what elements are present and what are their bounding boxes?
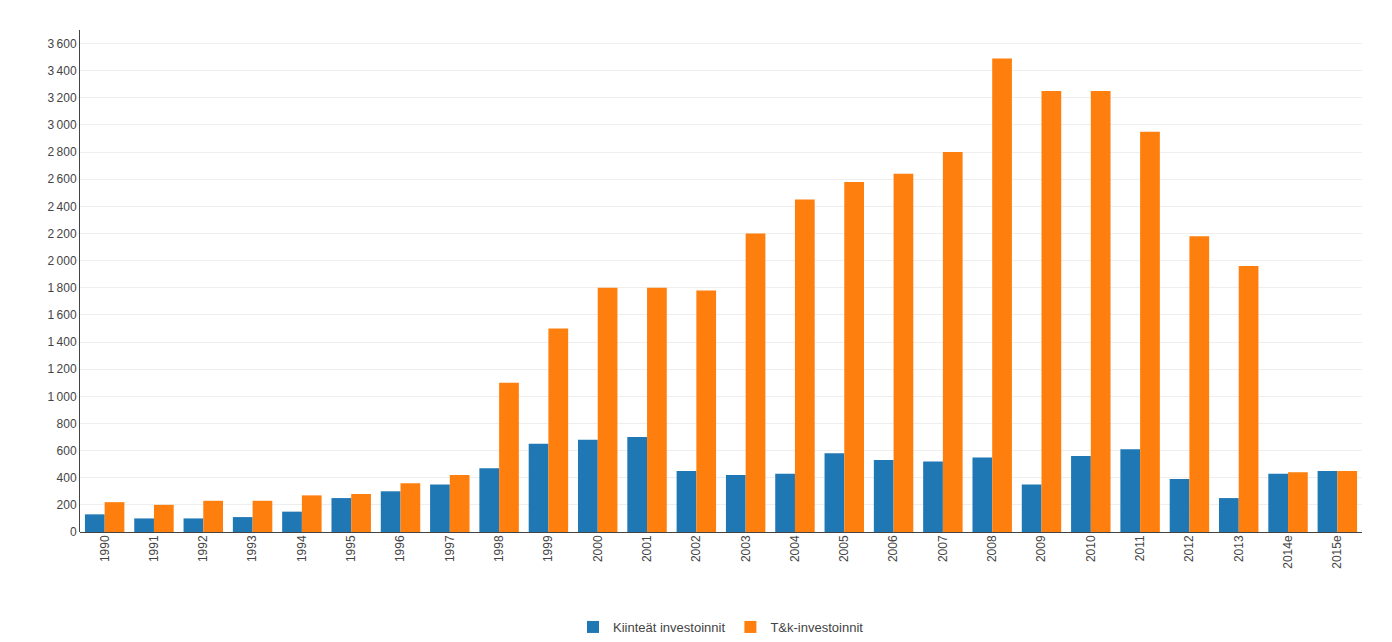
svg-text:1994: 1994	[295, 535, 309, 562]
svg-text:2003: 2003	[739, 535, 753, 562]
svg-text:1998: 1998	[492, 535, 506, 562]
svg-text:1 200: 1 200	[47, 362, 76, 376]
svg-text:1 600: 1 600	[47, 308, 76, 322]
svg-text:2005: 2005	[837, 535, 851, 562]
svg-text:600: 600	[57, 444, 77, 458]
svg-text:0: 0	[70, 525, 77, 539]
svg-text:3 400: 3 400	[47, 64, 76, 78]
svg-text:2004: 2004	[788, 535, 802, 562]
svg-text:3 600: 3 600	[47, 37, 76, 51]
svg-text:2012: 2012	[1182, 535, 1196, 562]
svg-text:2 600: 2 600	[47, 172, 76, 186]
svg-text:2 800: 2 800	[47, 145, 76, 159]
svg-text:2015e: 2015e	[1330, 535, 1344, 569]
svg-text:1 800: 1 800	[47, 281, 76, 295]
svg-text:2 200: 2 200	[47, 227, 76, 241]
svg-text:1992: 1992	[196, 535, 210, 562]
svg-text:200: 200	[57, 498, 77, 512]
svg-text:1999: 1999	[541, 535, 555, 562]
svg-text:800: 800	[57, 417, 77, 431]
svg-text:2002: 2002	[689, 535, 703, 562]
svg-text:2001: 2001	[640, 535, 654, 562]
svg-text:1996: 1996	[393, 535, 407, 562]
svg-text:T&k-investoinnit: T&k-investoinnit	[770, 620, 863, 635]
svg-text:2008: 2008	[985, 535, 999, 562]
svg-text:3 200: 3 200	[47, 91, 76, 105]
svg-text:2013: 2013	[1232, 535, 1246, 562]
svg-text:1 000: 1 000	[47, 390, 76, 404]
svg-text:1997: 1997	[443, 535, 457, 562]
svg-text:400: 400	[57, 471, 77, 485]
svg-text:1990: 1990	[98, 535, 112, 562]
svg-text:1 400: 1 400	[47, 335, 76, 349]
svg-text:1993: 1993	[245, 535, 259, 562]
svg-text:2 400: 2 400	[47, 200, 76, 214]
svg-text:2014e: 2014e	[1281, 535, 1295, 569]
svg-text:2000: 2000	[591, 535, 605, 562]
svg-text:Kiinteät investoinnit: Kiinteät investoinnit	[613, 620, 725, 635]
svg-text:2007: 2007	[936, 535, 950, 562]
svg-text:2009: 2009	[1034, 535, 1048, 562]
svg-text:2006: 2006	[886, 535, 900, 562]
svg-text:2010: 2010	[1084, 535, 1098, 562]
svg-text:1995: 1995	[344, 535, 358, 562]
svg-text:2 000: 2 000	[47, 254, 76, 268]
svg-text:1991: 1991	[147, 535, 161, 562]
svg-text:3 000: 3 000	[47, 118, 76, 132]
svg-text:2011: 2011	[1133, 535, 1147, 561]
